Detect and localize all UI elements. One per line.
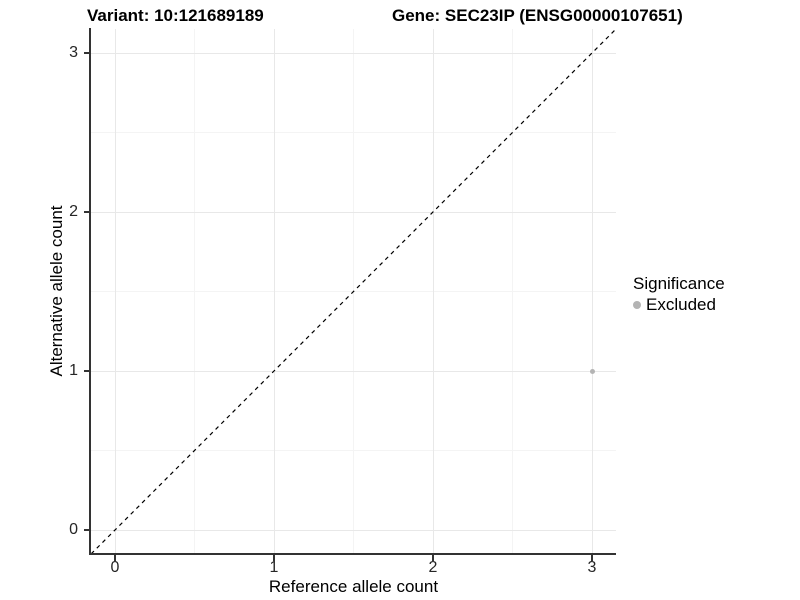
x-axis-line xyxy=(89,553,616,555)
x-axis-title: Reference allele count xyxy=(268,577,439,596)
major-gridline-x xyxy=(114,29,116,554)
plot-panel xyxy=(90,28,617,555)
y-axis-tick xyxy=(84,52,90,54)
x-tick-label: 1 xyxy=(269,559,279,576)
major-gridline-y xyxy=(91,529,616,531)
legend-item-excluded: Excluded xyxy=(633,296,725,313)
y-axis-tick xyxy=(84,370,90,372)
major-gridline-x xyxy=(432,29,434,554)
x-axis-tick xyxy=(432,555,434,561)
major-gridline-y xyxy=(91,370,616,372)
major-gridline-y xyxy=(91,211,616,213)
data-point xyxy=(589,368,595,374)
y-axis-title: Alternative allele count xyxy=(47,205,66,377)
x-tick-label: 2 xyxy=(428,559,438,576)
x-axis-tick xyxy=(114,555,116,561)
legend: Significance Excluded xyxy=(633,275,725,313)
major-gridline-y xyxy=(91,52,616,54)
y-axis-tick xyxy=(84,211,90,213)
y-axis-tick xyxy=(84,529,90,531)
x-tick-label: 3 xyxy=(587,559,597,576)
minor-gridline-y xyxy=(91,450,616,451)
minor-gridline-y xyxy=(91,132,616,133)
y-axis-line xyxy=(89,28,91,555)
excluded-point-icon xyxy=(633,300,641,309)
variant-title: Variant: 10:121689189 xyxy=(87,6,264,25)
y-tick-label: 1 xyxy=(69,362,78,379)
y-tick-label: 3 xyxy=(69,44,78,61)
x-axis-tick xyxy=(273,555,275,561)
major-gridline-x xyxy=(273,29,275,554)
y-tick-label: 0 xyxy=(69,521,78,538)
major-gridline-x xyxy=(591,29,593,554)
identity-line-path xyxy=(90,28,617,555)
x-tick-label: 0 xyxy=(110,559,120,576)
y-tick-label: 2 xyxy=(69,203,78,220)
gene-title: Gene: SEC23IP (ENSG00000107651) xyxy=(392,6,683,25)
identity-line xyxy=(90,28,617,555)
legend-title: Significance xyxy=(633,274,725,293)
legend-item-label: Excluded xyxy=(646,295,716,314)
x-axis-tick xyxy=(591,555,593,561)
